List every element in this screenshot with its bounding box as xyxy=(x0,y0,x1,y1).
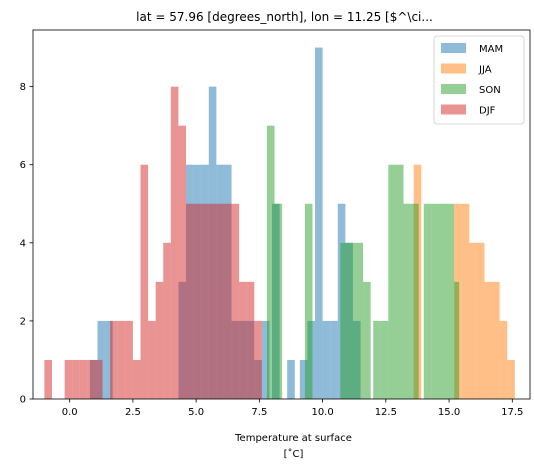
legend-swatch xyxy=(441,63,466,74)
histogram-bar xyxy=(79,359,88,399)
histogram-bar xyxy=(355,242,364,399)
x-tick-label: 10.0 xyxy=(311,407,333,418)
x-tick-label: 12.5 xyxy=(375,407,397,418)
histogram-bar xyxy=(186,203,194,399)
histogram-bar xyxy=(438,203,447,399)
histogram-bar xyxy=(64,359,73,399)
x-tick-label: 7.5 xyxy=(251,407,267,418)
histogram-bar xyxy=(178,125,187,400)
histogram-bar xyxy=(330,320,338,399)
axes-frame xyxy=(32,29,531,400)
histogram-bar xyxy=(44,359,52,399)
histogram-bar xyxy=(423,203,432,399)
histogram-bar xyxy=(347,242,356,399)
histogram-bar xyxy=(105,320,113,399)
legend-label: JJA xyxy=(478,65,492,76)
legend: MAM JJA SON DJF xyxy=(433,35,525,125)
histogram-bar xyxy=(499,320,508,399)
histogram-bar xyxy=(239,281,247,399)
histogram-bar xyxy=(476,242,485,399)
histogram-bar xyxy=(261,320,270,399)
x-axis-unit-label: [˚C] xyxy=(284,448,304,460)
legend-label: MAM xyxy=(479,44,503,55)
histogram-bar xyxy=(140,164,149,399)
histogram-bar xyxy=(411,203,419,399)
histogram-bar xyxy=(246,281,255,399)
legend-label: DJF xyxy=(479,106,496,117)
histogram-bar xyxy=(223,203,232,399)
chart-title: lat = 57.96 [degrees_north], lon = 11.25… xyxy=(136,10,433,24)
series-djf xyxy=(44,86,262,400)
histogram-bar xyxy=(380,320,389,399)
x-tick-label: 17.5 xyxy=(501,407,523,418)
histogram-bar xyxy=(454,281,460,399)
histogram-bar xyxy=(507,359,515,399)
histogram-bar xyxy=(231,203,240,399)
y-tick-label: 2 xyxy=(20,316,26,327)
histogram-bar xyxy=(193,203,202,399)
histogram-bar xyxy=(148,320,156,399)
legend-swatch xyxy=(441,43,466,53)
histogram-bar xyxy=(125,320,133,399)
y-tick-label: 8 xyxy=(20,82,26,93)
histogram-bar xyxy=(492,281,500,399)
histogram-bar xyxy=(72,359,80,399)
histogram-bar xyxy=(94,359,103,399)
histogram-bar xyxy=(216,203,224,399)
histogram-bar xyxy=(132,359,141,399)
histogram-bar xyxy=(403,203,412,399)
histogram-bar xyxy=(340,242,348,399)
x-axis: 0.0 2.5 5.0 7.5 10.0 12.5 15.0 17.5 xyxy=(62,399,523,418)
x-tick-label: 5.0 xyxy=(188,407,204,418)
histogram-bar xyxy=(117,320,126,399)
plot-area xyxy=(44,47,515,400)
legend-label: SON xyxy=(479,85,501,96)
histogram-bar xyxy=(274,203,283,399)
histogram-bar xyxy=(254,320,262,399)
histogram-bar xyxy=(322,320,331,399)
histogram-bar xyxy=(469,242,477,399)
histogram-bar xyxy=(388,164,396,399)
histogram-bar xyxy=(484,281,493,399)
histogram-bar xyxy=(87,359,95,399)
axes-border xyxy=(32,29,531,400)
histogram-bar xyxy=(431,203,439,399)
x-tick-label: 0.0 xyxy=(62,407,78,418)
histogram-bar xyxy=(315,47,323,399)
histogram-bar xyxy=(373,320,381,399)
histogram-bar xyxy=(266,125,275,400)
y-axis: 0 2 4 6 8 xyxy=(20,82,33,406)
x-tick-label: 2.5 xyxy=(125,407,141,418)
histogram-bar xyxy=(395,164,404,399)
series-son xyxy=(266,125,460,400)
histogram-bar xyxy=(201,203,209,399)
legend-box xyxy=(433,35,525,125)
x-axis-label: Temperature at surface xyxy=(234,433,352,444)
histogram-bar xyxy=(170,86,179,400)
y-tick-label: 4 xyxy=(20,238,26,249)
histogram-bar xyxy=(287,359,295,399)
histogram-bar xyxy=(155,281,164,399)
histogram-bar xyxy=(299,359,308,399)
legend-swatch xyxy=(441,84,466,94)
x-tick-label: 15.0 xyxy=(438,407,460,418)
histogram-bar xyxy=(304,203,313,399)
histogram-bar xyxy=(446,203,455,399)
histogram-bar xyxy=(461,203,470,399)
histogram-bar xyxy=(110,320,118,399)
y-tick-label: 6 xyxy=(20,160,26,171)
legend-swatch xyxy=(441,104,466,115)
histogram-bar xyxy=(208,203,217,399)
y-tick-label: 0 xyxy=(20,395,26,406)
histogram-bar xyxy=(163,242,171,399)
histogram-bar xyxy=(363,281,371,399)
